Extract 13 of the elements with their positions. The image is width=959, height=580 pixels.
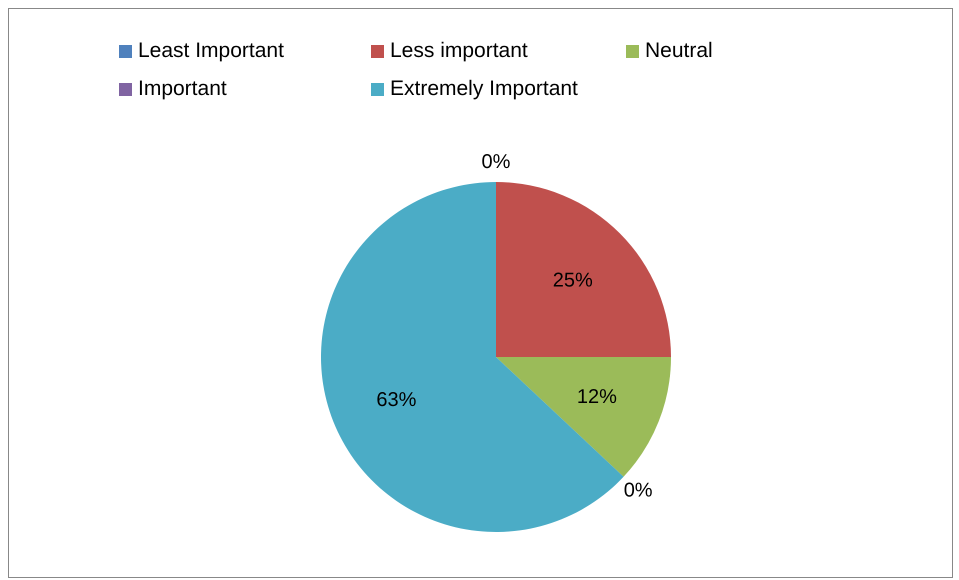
text: 0% xyxy=(624,479,653,502)
legend-label: Least Important xyxy=(138,39,284,63)
legend-label: Important xyxy=(138,77,227,101)
data-label: 63% xyxy=(376,389,417,412)
pie-slice xyxy=(496,357,671,477)
pie-slice xyxy=(496,182,671,357)
data-label: 25% xyxy=(552,269,593,292)
legend-label: Extremely Important xyxy=(390,77,578,101)
pie-slice xyxy=(321,182,624,532)
legend-label: Less important xyxy=(390,39,528,63)
text: 0% xyxy=(482,151,510,173)
legend-label: Neutral xyxy=(645,39,713,63)
data-label: 12% xyxy=(576,386,618,408)
